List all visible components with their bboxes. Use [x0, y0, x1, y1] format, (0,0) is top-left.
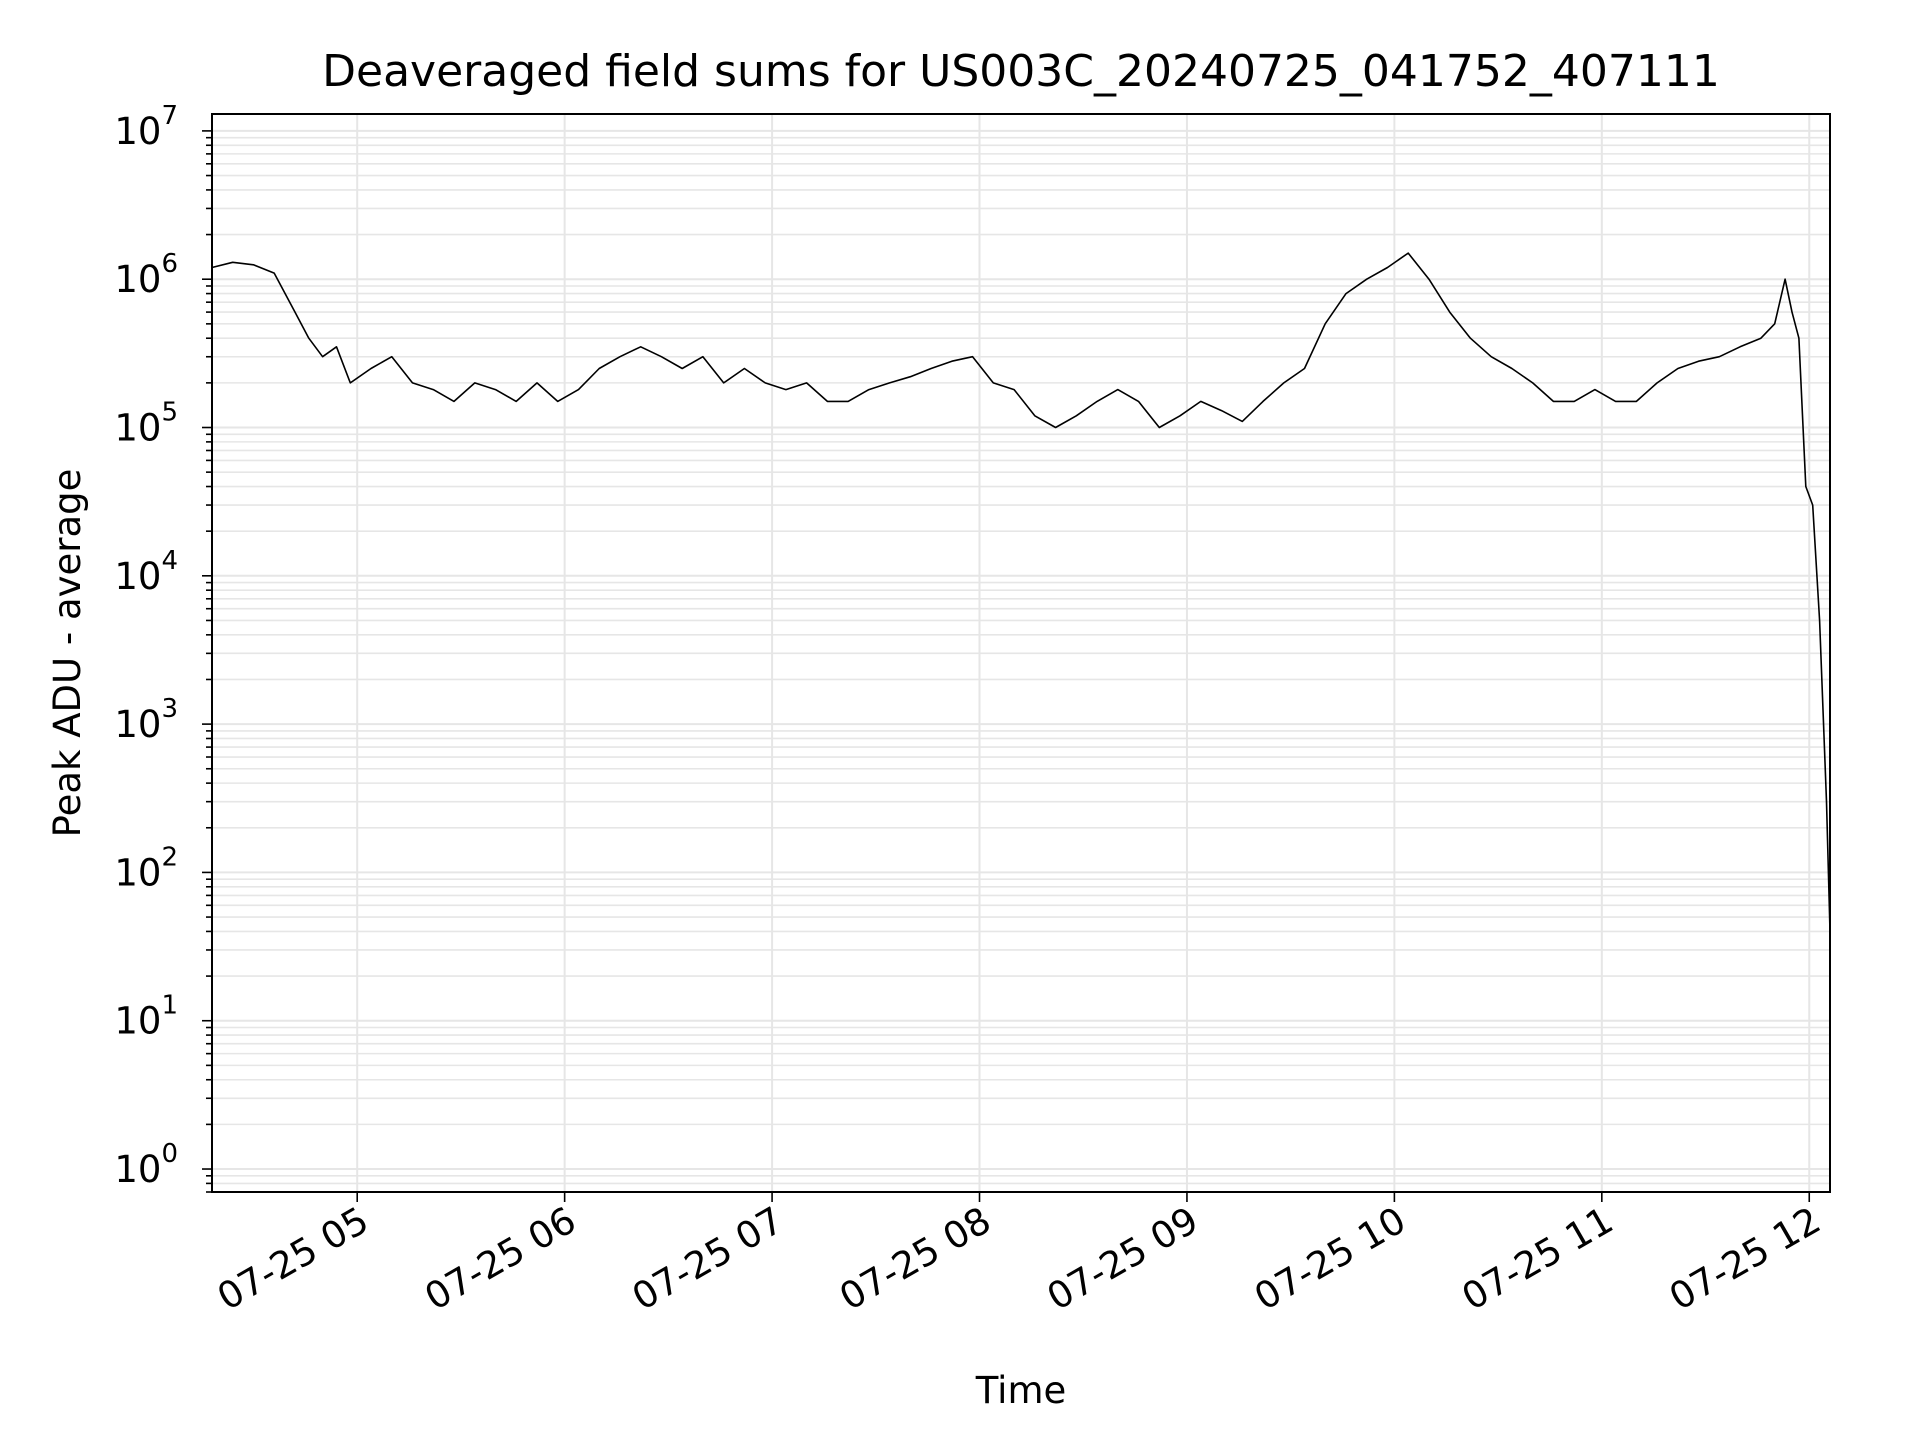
y-tick-label: 102	[114, 842, 178, 894]
series-line	[211, 252, 1831, 932]
line-layer	[211, 252, 1831, 932]
y-tick-label: 103	[114, 694, 178, 746]
y-tick-label: 107	[114, 101, 178, 153]
grid-layer	[212, 114, 1830, 1193]
y-tick-label: 104	[114, 546, 178, 598]
x-axis-label: Time	[975, 1369, 1067, 1412]
y-axis-label: Peak ADU - average	[46, 469, 89, 838]
y-tick-label: 106	[114, 249, 178, 301]
y-tick-label: 100	[114, 1139, 178, 1191]
chart-title: Deaveraged field sums for US003C_2024072…	[322, 46, 1720, 97]
y-tick-label: 105	[114, 398, 178, 450]
y-tick-label: 101	[114, 991, 178, 1043]
